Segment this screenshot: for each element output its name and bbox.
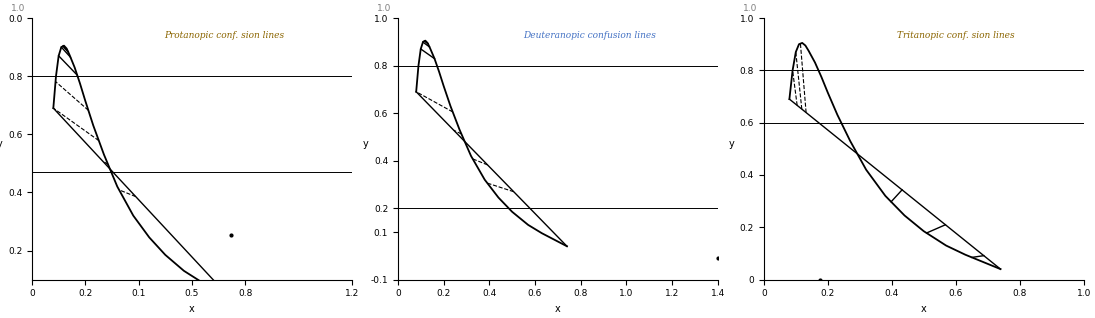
Y-axis label: y: y xyxy=(0,139,3,149)
X-axis label: x: x xyxy=(921,304,926,314)
Text: 1.0: 1.0 xyxy=(744,4,758,13)
X-axis label: x: x xyxy=(555,304,561,314)
Text: 1.0: 1.0 xyxy=(11,4,25,13)
Text: Tritanopic conf. sion lines: Tritanopic conf. sion lines xyxy=(897,31,1015,40)
Y-axis label: y: y xyxy=(729,139,735,149)
X-axis label: x: x xyxy=(189,304,195,314)
Text: Protanopic conf. sion lines: Protanopic conf. sion lines xyxy=(164,31,284,40)
Text: 1.0: 1.0 xyxy=(377,4,392,13)
Text: Deuteranopic confusion lines: Deuteranopic confusion lines xyxy=(523,31,656,40)
Y-axis label: y: y xyxy=(364,139,369,149)
